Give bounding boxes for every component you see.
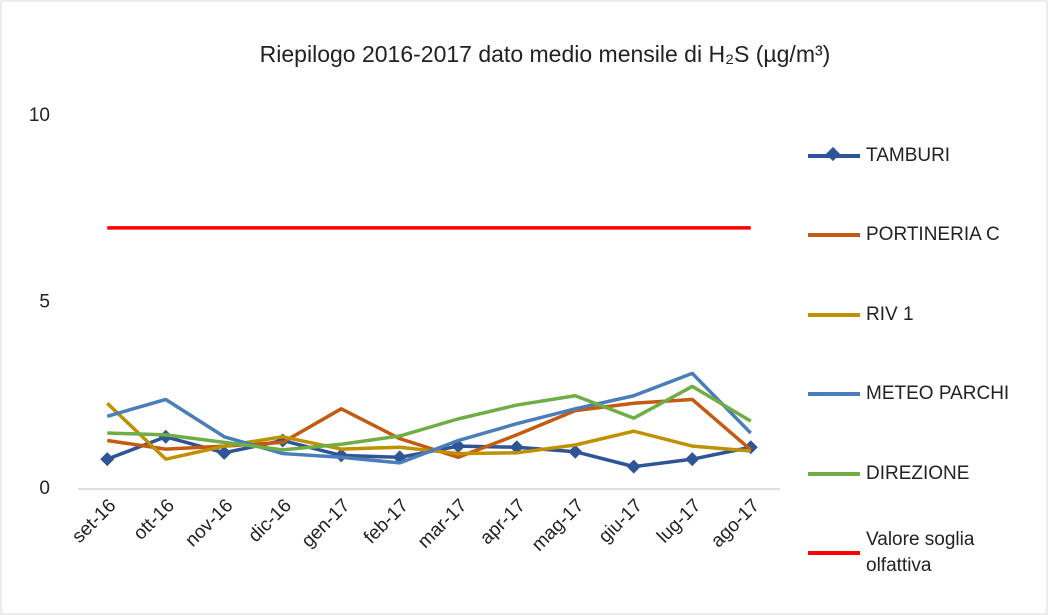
- legend-swatch: [808, 392, 860, 397]
- legend-marker: [825, 146, 841, 162]
- legend-item: DIREZIONE: [808, 461, 1036, 487]
- point-marker: [568, 444, 583, 459]
- legend-label: RIV 1: [866, 303, 914, 325]
- point-marker: [217, 445, 232, 460]
- legend-item: TAMBURI: [808, 143, 1036, 169]
- series-line: [107, 384, 752, 452]
- series-line: [106, 371, 752, 465]
- legend-swatch: [808, 146, 860, 162]
- legend-swatch: [808, 233, 860, 238]
- chart-title: Riepilogo 2016-2017 dato medio mensile d…: [260, 41, 831, 67]
- legend-label: TAMBURI: [866, 145, 951, 166]
- point-marker: [626, 459, 641, 474]
- legend-label: PORTINERIA C: [866, 224, 1000, 246]
- legend-label: DIREZIONE: [866, 462, 970, 484]
- legend-label: METEO PARCHI: [866, 383, 1010, 405]
- legend-item: METEO PARCHI: [808, 381, 1036, 407]
- legend-swatch: [808, 551, 860, 555]
- legend-item: Valore soglia olfattiva: [808, 527, 1036, 579]
- legend-item: RIV 1: [808, 302, 1036, 328]
- legend-item: PORTINERIA C: [808, 222, 1036, 248]
- y-tick-label: 5: [39, 292, 50, 313]
- point-marker: [100, 452, 115, 467]
- y-tick-label: 0: [39, 478, 50, 499]
- legend-swatch: [808, 471, 860, 476]
- legend-label: Valore soglia olfattiva: [866, 529, 975, 576]
- y-tick-label: 10: [29, 105, 50, 126]
- legend-swatch: [808, 312, 860, 317]
- point-marker: [685, 452, 700, 467]
